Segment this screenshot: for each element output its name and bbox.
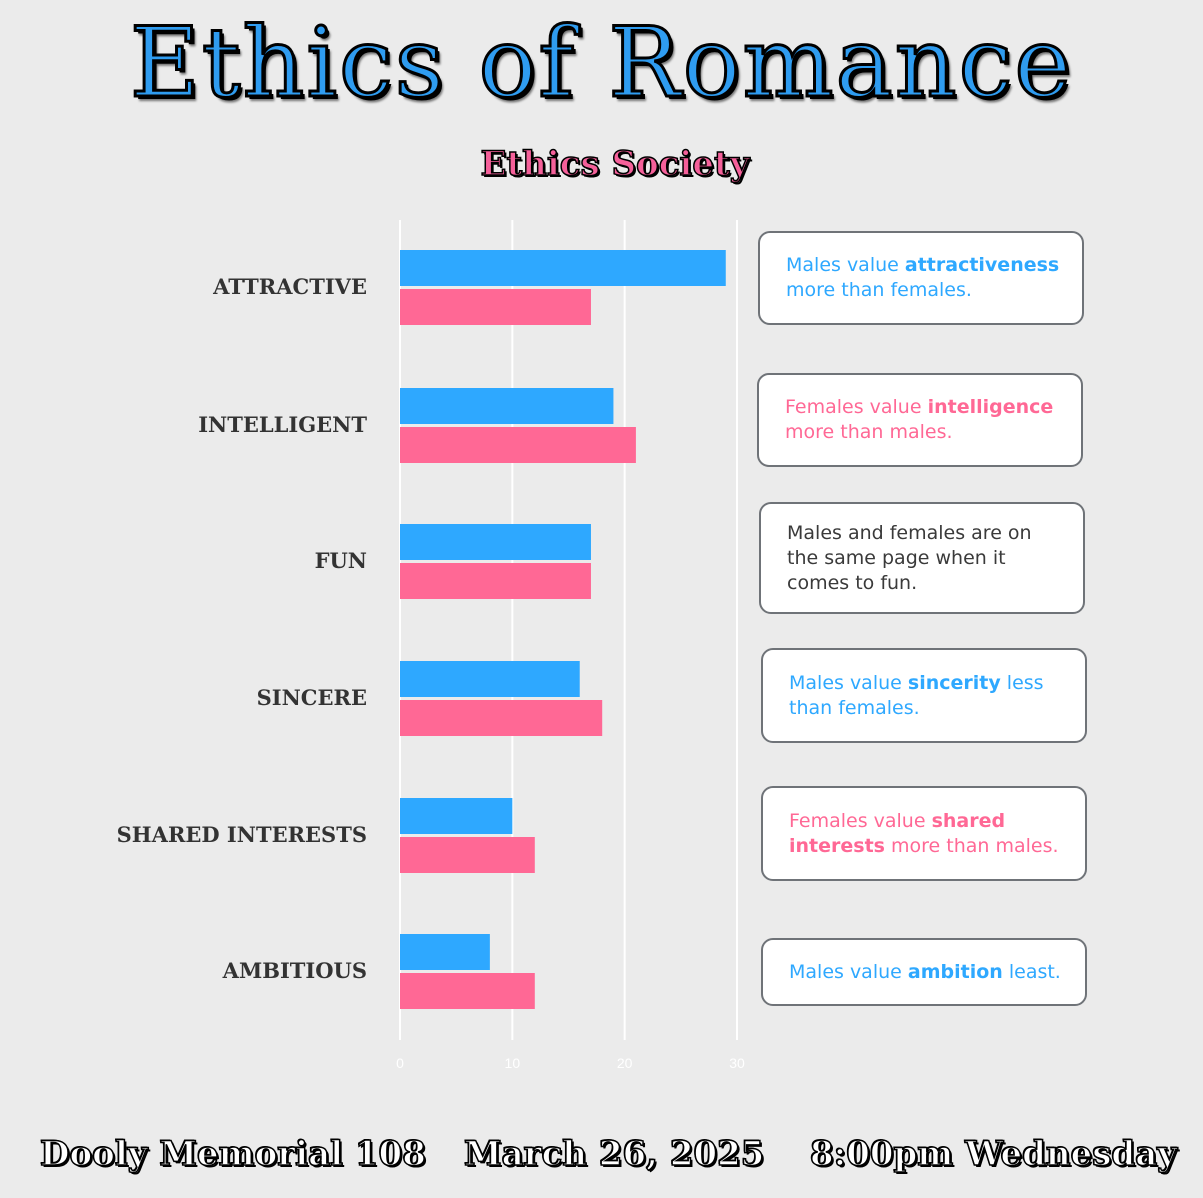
bar-blue xyxy=(400,388,614,424)
event-date: March 26, 2025 xyxy=(463,1133,765,1175)
chart-category-labels: ATTRACTIVE INTELLIGENT FUN SINCERE SHARED IN… xyxy=(117,274,368,983)
callout-text: Males and females are on xyxy=(787,521,1032,544)
callout-emphasis: interests xyxy=(789,834,885,857)
callout-emphasis: sincerity xyxy=(907,671,1001,694)
callout-box: Males and females are on the same page wh… xyxy=(759,502,1085,614)
organizer-name: Ethics Society xyxy=(480,143,750,185)
chart-grid xyxy=(399,220,738,1040)
bar-blue xyxy=(400,661,580,697)
event-time: 8:00pm Wednesday xyxy=(809,1133,1177,1175)
callout-line: Males value attractiveness xyxy=(786,253,1060,278)
callout-text: Males value xyxy=(789,960,908,983)
x-tick-label: 30 xyxy=(729,1055,745,1071)
callout-box: Males value ambition least. xyxy=(761,938,1087,1006)
bar-blue xyxy=(400,934,490,970)
bar-pink xyxy=(400,563,591,599)
category-label: INTELLIGENT xyxy=(198,412,367,437)
callout-line: interests more than males. xyxy=(789,834,1059,859)
callout-text: comes to fun. xyxy=(787,571,918,594)
callout-text: less xyxy=(1000,671,1044,694)
bar-pink xyxy=(400,973,535,1009)
callout-text: least. xyxy=(1002,960,1061,983)
poster-title: Ethics of Romance xyxy=(128,6,1074,121)
bar-pink xyxy=(400,700,603,736)
callout-line: more than males. xyxy=(785,420,1055,445)
callout-box: Females value shared interests more than … xyxy=(761,786,1087,881)
callout-text: Males value xyxy=(789,671,908,694)
callout-line: Males and females are on xyxy=(787,521,1057,546)
bar-pink xyxy=(400,427,636,463)
bar-blue xyxy=(400,798,513,834)
chart-x-axis-ticks: 0 10 20 30 xyxy=(396,1055,745,1071)
x-tick-label: 0 xyxy=(396,1055,404,1071)
category-label: SHARED INTERESTS xyxy=(117,822,367,847)
callout-line: Females value intelligence xyxy=(785,395,1055,420)
x-tick-label: 10 xyxy=(505,1055,521,1071)
event-location: Dooly Memorial 108 xyxy=(39,1133,426,1175)
callout-emphasis: intelligence xyxy=(927,396,1054,418)
callout-line: more than females. xyxy=(786,278,1056,303)
bar-blue xyxy=(400,524,591,560)
category-label: FUN xyxy=(315,548,367,573)
x-tick-label: 20 xyxy=(617,1055,633,1071)
callout-text: more than males. xyxy=(785,421,953,443)
bar-blue xyxy=(400,250,726,286)
callout-line: the same page when it xyxy=(787,546,1057,571)
callout-text: Females value xyxy=(785,396,928,418)
callout-text: the same page when it xyxy=(787,546,1006,569)
category-label: SINCERE xyxy=(257,685,367,710)
chart-bars xyxy=(400,250,726,1009)
callout-box: Females value intelligence more than male… xyxy=(757,373,1083,467)
callout-line: than females. xyxy=(789,696,1059,721)
callout-text: more than females. xyxy=(786,279,972,301)
callout-box: Males value sincerity less than females. xyxy=(761,648,1087,743)
callout-text: Females value xyxy=(789,809,932,832)
callout-emphasis: attractiveness xyxy=(904,254,1060,276)
callout-line: Males value ambition least. xyxy=(789,960,1061,985)
callout-text: more than males. xyxy=(884,834,1059,857)
category-label: AMBITIOUS xyxy=(222,958,367,983)
callout-emphasis: shared xyxy=(931,809,1006,832)
callout-line: comes to fun. xyxy=(787,571,1057,596)
callout-line: Females value shared xyxy=(789,809,1059,834)
callout-emphasis: ambition xyxy=(907,960,1003,983)
bar-pink xyxy=(400,289,591,325)
callout-text: than females. xyxy=(789,696,920,719)
callout-line: Males value sincerity less xyxy=(789,671,1059,696)
callout-box: Males value attractiveness more than fema… xyxy=(758,231,1084,325)
bar-pink xyxy=(400,837,535,873)
callout-text: Males value xyxy=(786,254,905,276)
category-label: ATTRACTIVE xyxy=(212,274,367,299)
